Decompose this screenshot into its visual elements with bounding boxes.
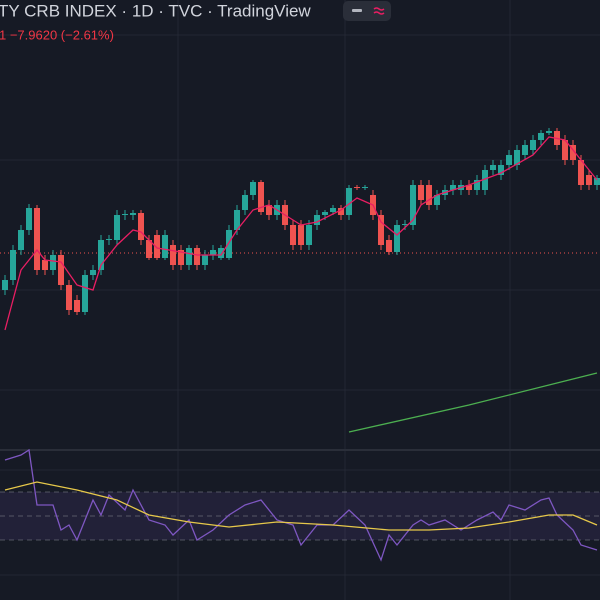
candle-body bbox=[514, 150, 520, 165]
candle-body bbox=[210, 250, 216, 255]
candle-body bbox=[570, 145, 576, 160]
candle-body bbox=[250, 182, 256, 195]
candle-body bbox=[18, 230, 24, 250]
candle-body bbox=[490, 165, 496, 170]
change-text: 1 −7.9620 (−2.61%) bbox=[0, 27, 114, 42]
candle-body bbox=[258, 182, 264, 212]
candle-body bbox=[242, 195, 248, 210]
rsi-line bbox=[4, 448, 598, 562]
candle-body bbox=[234, 210, 240, 230]
candle-body bbox=[538, 133, 544, 140]
candle-body bbox=[474, 180, 480, 190]
candle-body bbox=[594, 178, 600, 185]
candle-body bbox=[218, 248, 224, 258]
candle-body bbox=[98, 240, 104, 270]
candle-body bbox=[394, 225, 400, 252]
candle-body bbox=[434, 195, 440, 205]
rsi-line bbox=[4, 481, 598, 531]
moving-average bbox=[4, 136, 598, 331]
candle-body bbox=[122, 214, 128, 215]
candle-body bbox=[450, 185, 456, 190]
candle-body bbox=[146, 240, 152, 258]
candle-body bbox=[42, 260, 48, 270]
candle-body bbox=[402, 224, 408, 225]
candle-body bbox=[314, 215, 320, 225]
candle-body bbox=[202, 255, 208, 265]
candle-body bbox=[506, 155, 512, 165]
candle-body bbox=[586, 175, 592, 185]
candle-body bbox=[306, 225, 312, 245]
candle-body bbox=[170, 245, 176, 265]
candle-body bbox=[338, 208, 344, 215]
candle-body bbox=[226, 230, 232, 258]
toggle-button[interactable] bbox=[343, 1, 391, 21]
candle-body bbox=[178, 250, 184, 265]
minus-icon bbox=[352, 9, 362, 12]
candle-body bbox=[138, 213, 144, 240]
candle-body bbox=[330, 208, 336, 212]
moving-average bbox=[348, 372, 598, 433]
candle-body bbox=[530, 140, 536, 150]
candle-body bbox=[322, 212, 328, 215]
candle-body bbox=[378, 215, 384, 245]
candle-body bbox=[26, 208, 32, 230]
candle-body bbox=[426, 185, 432, 205]
candle-body bbox=[2, 280, 8, 290]
wave-icon bbox=[373, 7, 385, 15]
candle-body bbox=[82, 275, 88, 312]
candle-body bbox=[106, 239, 112, 240]
candle-body bbox=[298, 225, 304, 245]
candle-body bbox=[546, 131, 552, 133]
candle-body bbox=[50, 255, 56, 270]
candle-body bbox=[386, 240, 392, 252]
candle-body bbox=[58, 255, 64, 285]
candle-body bbox=[130, 213, 136, 215]
candle-body bbox=[114, 215, 120, 240]
candle-body bbox=[10, 250, 16, 280]
candle-body bbox=[266, 205, 272, 215]
candle-body bbox=[290, 225, 296, 245]
candle-body bbox=[34, 208, 40, 270]
candle-body bbox=[466, 185, 472, 190]
toggle-bg[interactable] bbox=[343, 1, 391, 21]
candle-body bbox=[410, 185, 416, 225]
candle-body bbox=[578, 160, 584, 185]
candle-body bbox=[522, 145, 528, 155]
candle-body bbox=[362, 187, 368, 188]
candle-body bbox=[162, 235, 168, 258]
candle-body bbox=[354, 187, 360, 188]
candle-body bbox=[74, 300, 80, 312]
candle-body bbox=[498, 165, 504, 175]
candle-body bbox=[418, 185, 424, 200]
candle-body bbox=[66, 285, 72, 310]
candle-body bbox=[482, 170, 488, 190]
plot bbox=[0, 128, 600, 562]
candle-body bbox=[186, 248, 192, 265]
candle-body bbox=[562, 140, 568, 160]
symbol-title: TY CRB INDEX · 1D · TVC · TradingView bbox=[0, 1, 311, 20]
candle-body bbox=[90, 270, 96, 275]
candle-body bbox=[194, 248, 200, 265]
candle-body bbox=[154, 235, 160, 258]
candle-body bbox=[346, 188, 352, 215]
